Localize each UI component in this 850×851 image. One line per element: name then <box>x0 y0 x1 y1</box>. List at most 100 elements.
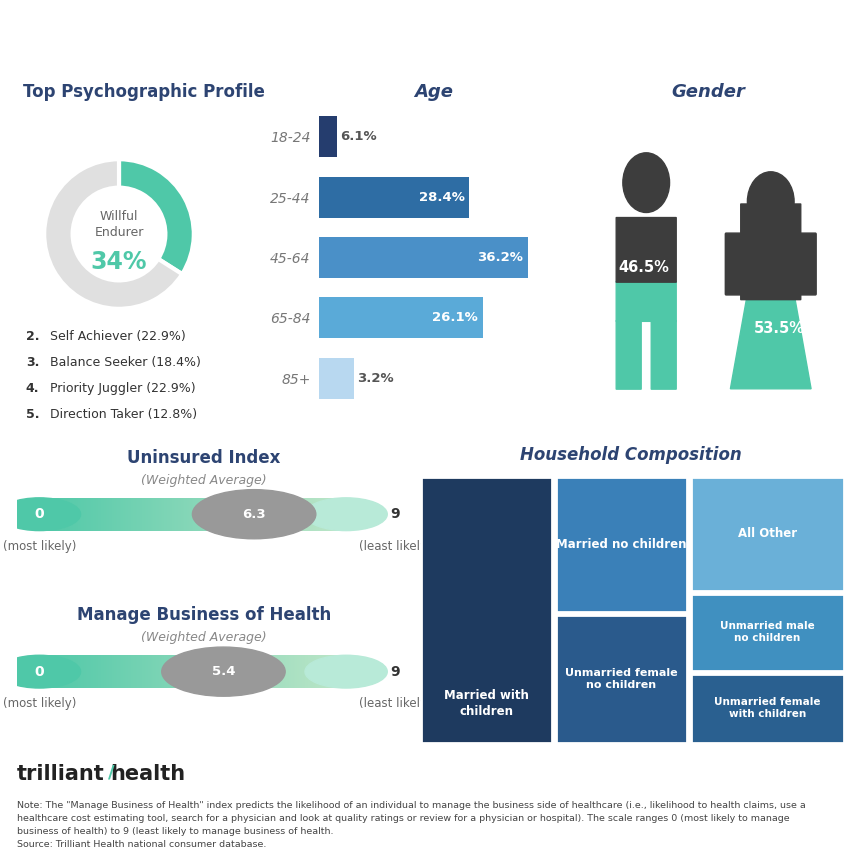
FancyBboxPatch shape <box>140 655 142 688</box>
FancyBboxPatch shape <box>60 655 61 688</box>
FancyBboxPatch shape <box>337 498 338 531</box>
FancyBboxPatch shape <box>691 477 843 591</box>
FancyBboxPatch shape <box>335 655 336 688</box>
FancyBboxPatch shape <box>293 655 294 688</box>
FancyBboxPatch shape <box>124 655 125 688</box>
FancyBboxPatch shape <box>313 498 314 531</box>
Text: 36.2%: 36.2% <box>477 251 523 264</box>
FancyBboxPatch shape <box>172 498 173 531</box>
FancyBboxPatch shape <box>324 498 325 531</box>
FancyBboxPatch shape <box>298 655 299 688</box>
FancyBboxPatch shape <box>41 655 42 688</box>
FancyBboxPatch shape <box>223 498 224 531</box>
FancyBboxPatch shape <box>280 655 281 688</box>
FancyBboxPatch shape <box>170 498 172 531</box>
FancyBboxPatch shape <box>208 655 209 688</box>
FancyBboxPatch shape <box>47 655 48 688</box>
FancyBboxPatch shape <box>92 655 93 688</box>
FancyBboxPatch shape <box>228 655 229 688</box>
Polygon shape <box>730 294 811 389</box>
FancyBboxPatch shape <box>216 498 218 531</box>
Text: 3.: 3. <box>26 356 39 369</box>
FancyBboxPatch shape <box>169 498 170 531</box>
FancyBboxPatch shape <box>183 655 184 688</box>
FancyBboxPatch shape <box>242 498 243 531</box>
FancyBboxPatch shape <box>258 498 259 531</box>
FancyBboxPatch shape <box>81 655 82 688</box>
FancyBboxPatch shape <box>219 498 220 531</box>
Text: (most likely): (most likely) <box>3 697 76 710</box>
FancyBboxPatch shape <box>195 498 196 531</box>
FancyBboxPatch shape <box>143 498 144 531</box>
FancyBboxPatch shape <box>91 655 92 688</box>
FancyBboxPatch shape <box>281 655 283 688</box>
FancyBboxPatch shape <box>292 655 293 688</box>
FancyBboxPatch shape <box>340 655 341 688</box>
FancyBboxPatch shape <box>278 655 279 688</box>
FancyBboxPatch shape <box>264 655 265 688</box>
FancyBboxPatch shape <box>104 655 105 688</box>
FancyBboxPatch shape <box>315 498 316 531</box>
FancyBboxPatch shape <box>158 655 159 688</box>
FancyBboxPatch shape <box>326 655 328 688</box>
FancyBboxPatch shape <box>340 498 341 531</box>
FancyBboxPatch shape <box>260 498 261 531</box>
FancyBboxPatch shape <box>204 655 205 688</box>
FancyBboxPatch shape <box>137 655 138 688</box>
FancyBboxPatch shape <box>39 655 41 688</box>
Text: Gender: Gender <box>672 83 745 101</box>
FancyBboxPatch shape <box>117 655 118 688</box>
FancyBboxPatch shape <box>74 655 75 688</box>
FancyBboxPatch shape <box>71 498 72 531</box>
FancyBboxPatch shape <box>130 655 132 688</box>
FancyBboxPatch shape <box>84 655 86 688</box>
Text: 9: 9 <box>391 665 400 678</box>
Wedge shape <box>44 159 182 309</box>
FancyBboxPatch shape <box>330 655 331 688</box>
FancyBboxPatch shape <box>297 655 298 688</box>
FancyBboxPatch shape <box>185 655 187 688</box>
FancyBboxPatch shape <box>59 655 60 688</box>
Circle shape <box>192 489 316 539</box>
FancyBboxPatch shape <box>70 655 71 688</box>
FancyBboxPatch shape <box>155 655 156 688</box>
FancyBboxPatch shape <box>162 498 163 531</box>
FancyBboxPatch shape <box>320 498 321 531</box>
FancyBboxPatch shape <box>119 498 120 531</box>
FancyBboxPatch shape <box>119 655 120 688</box>
FancyBboxPatch shape <box>205 498 206 531</box>
FancyBboxPatch shape <box>233 655 234 688</box>
FancyBboxPatch shape <box>295 498 296 531</box>
FancyBboxPatch shape <box>235 655 237 688</box>
FancyBboxPatch shape <box>177 498 178 531</box>
FancyBboxPatch shape <box>345 498 346 531</box>
Circle shape <box>0 498 81 531</box>
FancyBboxPatch shape <box>279 498 280 531</box>
FancyBboxPatch shape <box>246 655 247 688</box>
FancyBboxPatch shape <box>78 655 79 688</box>
FancyBboxPatch shape <box>306 498 307 531</box>
FancyBboxPatch shape <box>261 655 263 688</box>
Text: 4.: 4. <box>26 382 39 395</box>
FancyBboxPatch shape <box>118 655 119 688</box>
FancyBboxPatch shape <box>292 498 293 531</box>
FancyBboxPatch shape <box>94 655 96 688</box>
FancyBboxPatch shape <box>178 498 179 531</box>
FancyBboxPatch shape <box>111 498 112 531</box>
FancyBboxPatch shape <box>280 498 281 531</box>
FancyBboxPatch shape <box>98 498 99 531</box>
FancyBboxPatch shape <box>249 655 250 688</box>
FancyBboxPatch shape <box>82 655 83 688</box>
Text: Unmarried female
no children: Unmarried female no children <box>565 668 677 690</box>
FancyBboxPatch shape <box>128 498 129 531</box>
FancyBboxPatch shape <box>208 498 209 531</box>
FancyBboxPatch shape <box>155 498 156 531</box>
Wedge shape <box>119 159 194 274</box>
Text: 2.: 2. <box>26 330 39 343</box>
FancyBboxPatch shape <box>305 655 306 688</box>
FancyBboxPatch shape <box>211 498 212 531</box>
FancyBboxPatch shape <box>274 655 275 688</box>
FancyBboxPatch shape <box>143 655 144 688</box>
FancyBboxPatch shape <box>323 498 324 531</box>
FancyBboxPatch shape <box>285 498 286 531</box>
